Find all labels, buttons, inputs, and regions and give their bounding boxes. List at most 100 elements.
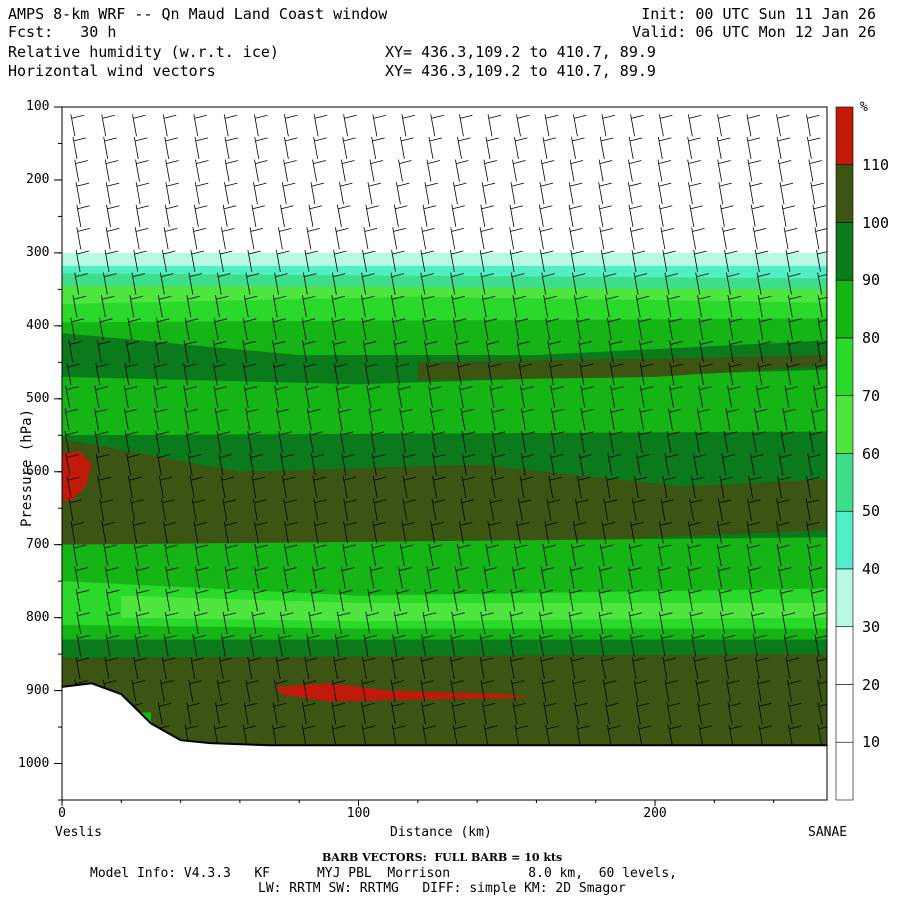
wind-barb-flag xyxy=(463,454,476,458)
wind-barb xyxy=(717,521,722,544)
wind-barb xyxy=(275,656,281,680)
wind-barb xyxy=(397,385,403,408)
colorbar-swatch xyxy=(835,279,854,339)
wind-barb xyxy=(100,295,106,318)
wind-barb-flag xyxy=(245,295,258,300)
wind-barb-flag xyxy=(73,137,87,142)
wind-barb-flag xyxy=(344,499,357,504)
wind-barb xyxy=(192,227,198,250)
wind-barb xyxy=(194,136,200,159)
wind-barb xyxy=(510,272,516,295)
wind-barb-flag xyxy=(758,363,771,368)
wind-barb xyxy=(549,362,554,386)
wind-barb-flag xyxy=(225,544,239,549)
wind-barb xyxy=(301,702,307,725)
wind-barb xyxy=(687,543,693,567)
wind-barb-flag xyxy=(392,250,405,255)
field-label-wind: Horizontal wind vectors xyxy=(8,62,216,80)
wind-barb xyxy=(313,114,319,137)
wind-barb-flag xyxy=(785,386,799,391)
wind-barb-flag xyxy=(368,589,381,594)
wind-barb xyxy=(156,317,161,340)
wind-barb xyxy=(224,543,230,567)
wind-barb-flag xyxy=(106,635,120,639)
wind-barb-flag xyxy=(273,341,286,345)
wind-barb xyxy=(189,476,195,499)
wind-barb-flag xyxy=(216,702,229,707)
wind-barb-flag xyxy=(77,227,90,232)
wind-barb-flag xyxy=(246,680,259,685)
wind-barb-flag xyxy=(159,295,172,300)
wind-barb xyxy=(453,182,458,205)
wind-barb-flag xyxy=(399,567,412,571)
wind-barb-flag xyxy=(222,227,235,232)
wind-barb xyxy=(361,702,366,725)
wind-barb-flag xyxy=(660,114,673,119)
wind-barb-flag xyxy=(135,544,148,549)
wind-barb xyxy=(254,136,260,159)
wind-barb-flag xyxy=(77,589,90,594)
wind-barb xyxy=(628,136,634,159)
wind-barb xyxy=(164,611,170,634)
wind-barb xyxy=(539,227,544,250)
wind-barb-flag xyxy=(422,702,435,707)
wind-barb-flag xyxy=(338,205,351,210)
wind-barb-flag xyxy=(363,657,376,662)
wind-barb xyxy=(754,408,759,431)
wind-barb-flag xyxy=(728,386,741,391)
wind-barb-flag xyxy=(782,205,796,210)
colorbar-unit: % xyxy=(860,100,868,115)
wind-barb xyxy=(302,679,308,702)
wind-barb-flag xyxy=(69,341,82,345)
wind-barb xyxy=(658,521,664,544)
wind-barb xyxy=(123,408,129,431)
wind-barb-flag xyxy=(125,386,138,391)
wind-barb xyxy=(657,136,663,159)
wind-barb-flag xyxy=(425,589,438,594)
wind-barb xyxy=(340,159,346,182)
wind-barb-flag xyxy=(579,341,592,345)
x-start-label: Veslis xyxy=(55,825,102,840)
wind-barb-flag xyxy=(575,702,588,707)
wind-barb-flag xyxy=(425,341,438,345)
wind-barb xyxy=(778,453,784,476)
wind-barb xyxy=(657,566,663,589)
wind-barb xyxy=(280,204,285,227)
wind-barb-flag xyxy=(543,137,557,142)
wind-barb-flag xyxy=(100,318,113,323)
wind-barb-flag xyxy=(66,386,79,391)
wind-barb xyxy=(334,634,340,657)
rh-band-boundary xyxy=(62,654,827,757)
wind-barb-flag xyxy=(658,160,672,164)
wind-barb xyxy=(70,317,76,340)
wind-barb xyxy=(72,295,78,318)
wind-barb-flag xyxy=(785,227,798,232)
wind-barb-flag xyxy=(629,567,642,571)
wind-barb-flag xyxy=(815,228,827,232)
wind-barb-flag xyxy=(461,499,475,504)
wind-barb-flag xyxy=(313,567,326,571)
wind-barb xyxy=(421,295,426,318)
wind-barb-flag xyxy=(252,476,265,481)
wind-barb xyxy=(809,430,814,453)
wind-barb-flag xyxy=(284,567,297,571)
wind-barb-flag xyxy=(729,725,743,730)
wind-barb xyxy=(630,521,635,544)
wind-barb-flag xyxy=(133,114,146,119)
wind-barb xyxy=(480,611,486,634)
wind-barb-flag xyxy=(521,386,534,391)
wind-barb-flag xyxy=(309,612,322,617)
terrain-surface-line xyxy=(62,682,827,747)
wind-barb xyxy=(540,159,546,182)
wind-barb xyxy=(216,430,222,453)
wind-barb xyxy=(130,498,135,521)
wind-barb xyxy=(76,634,82,657)
wind-barb-flag xyxy=(694,454,707,458)
wind-barb-flag xyxy=(136,205,150,210)
wind-barb xyxy=(754,249,760,273)
wind-barb-flag xyxy=(456,341,469,345)
wind-barb xyxy=(543,702,549,725)
wind-barb-flag xyxy=(540,205,553,210)
x-tick-label: 200 xyxy=(643,806,667,821)
wind-barb-flag xyxy=(725,250,738,255)
